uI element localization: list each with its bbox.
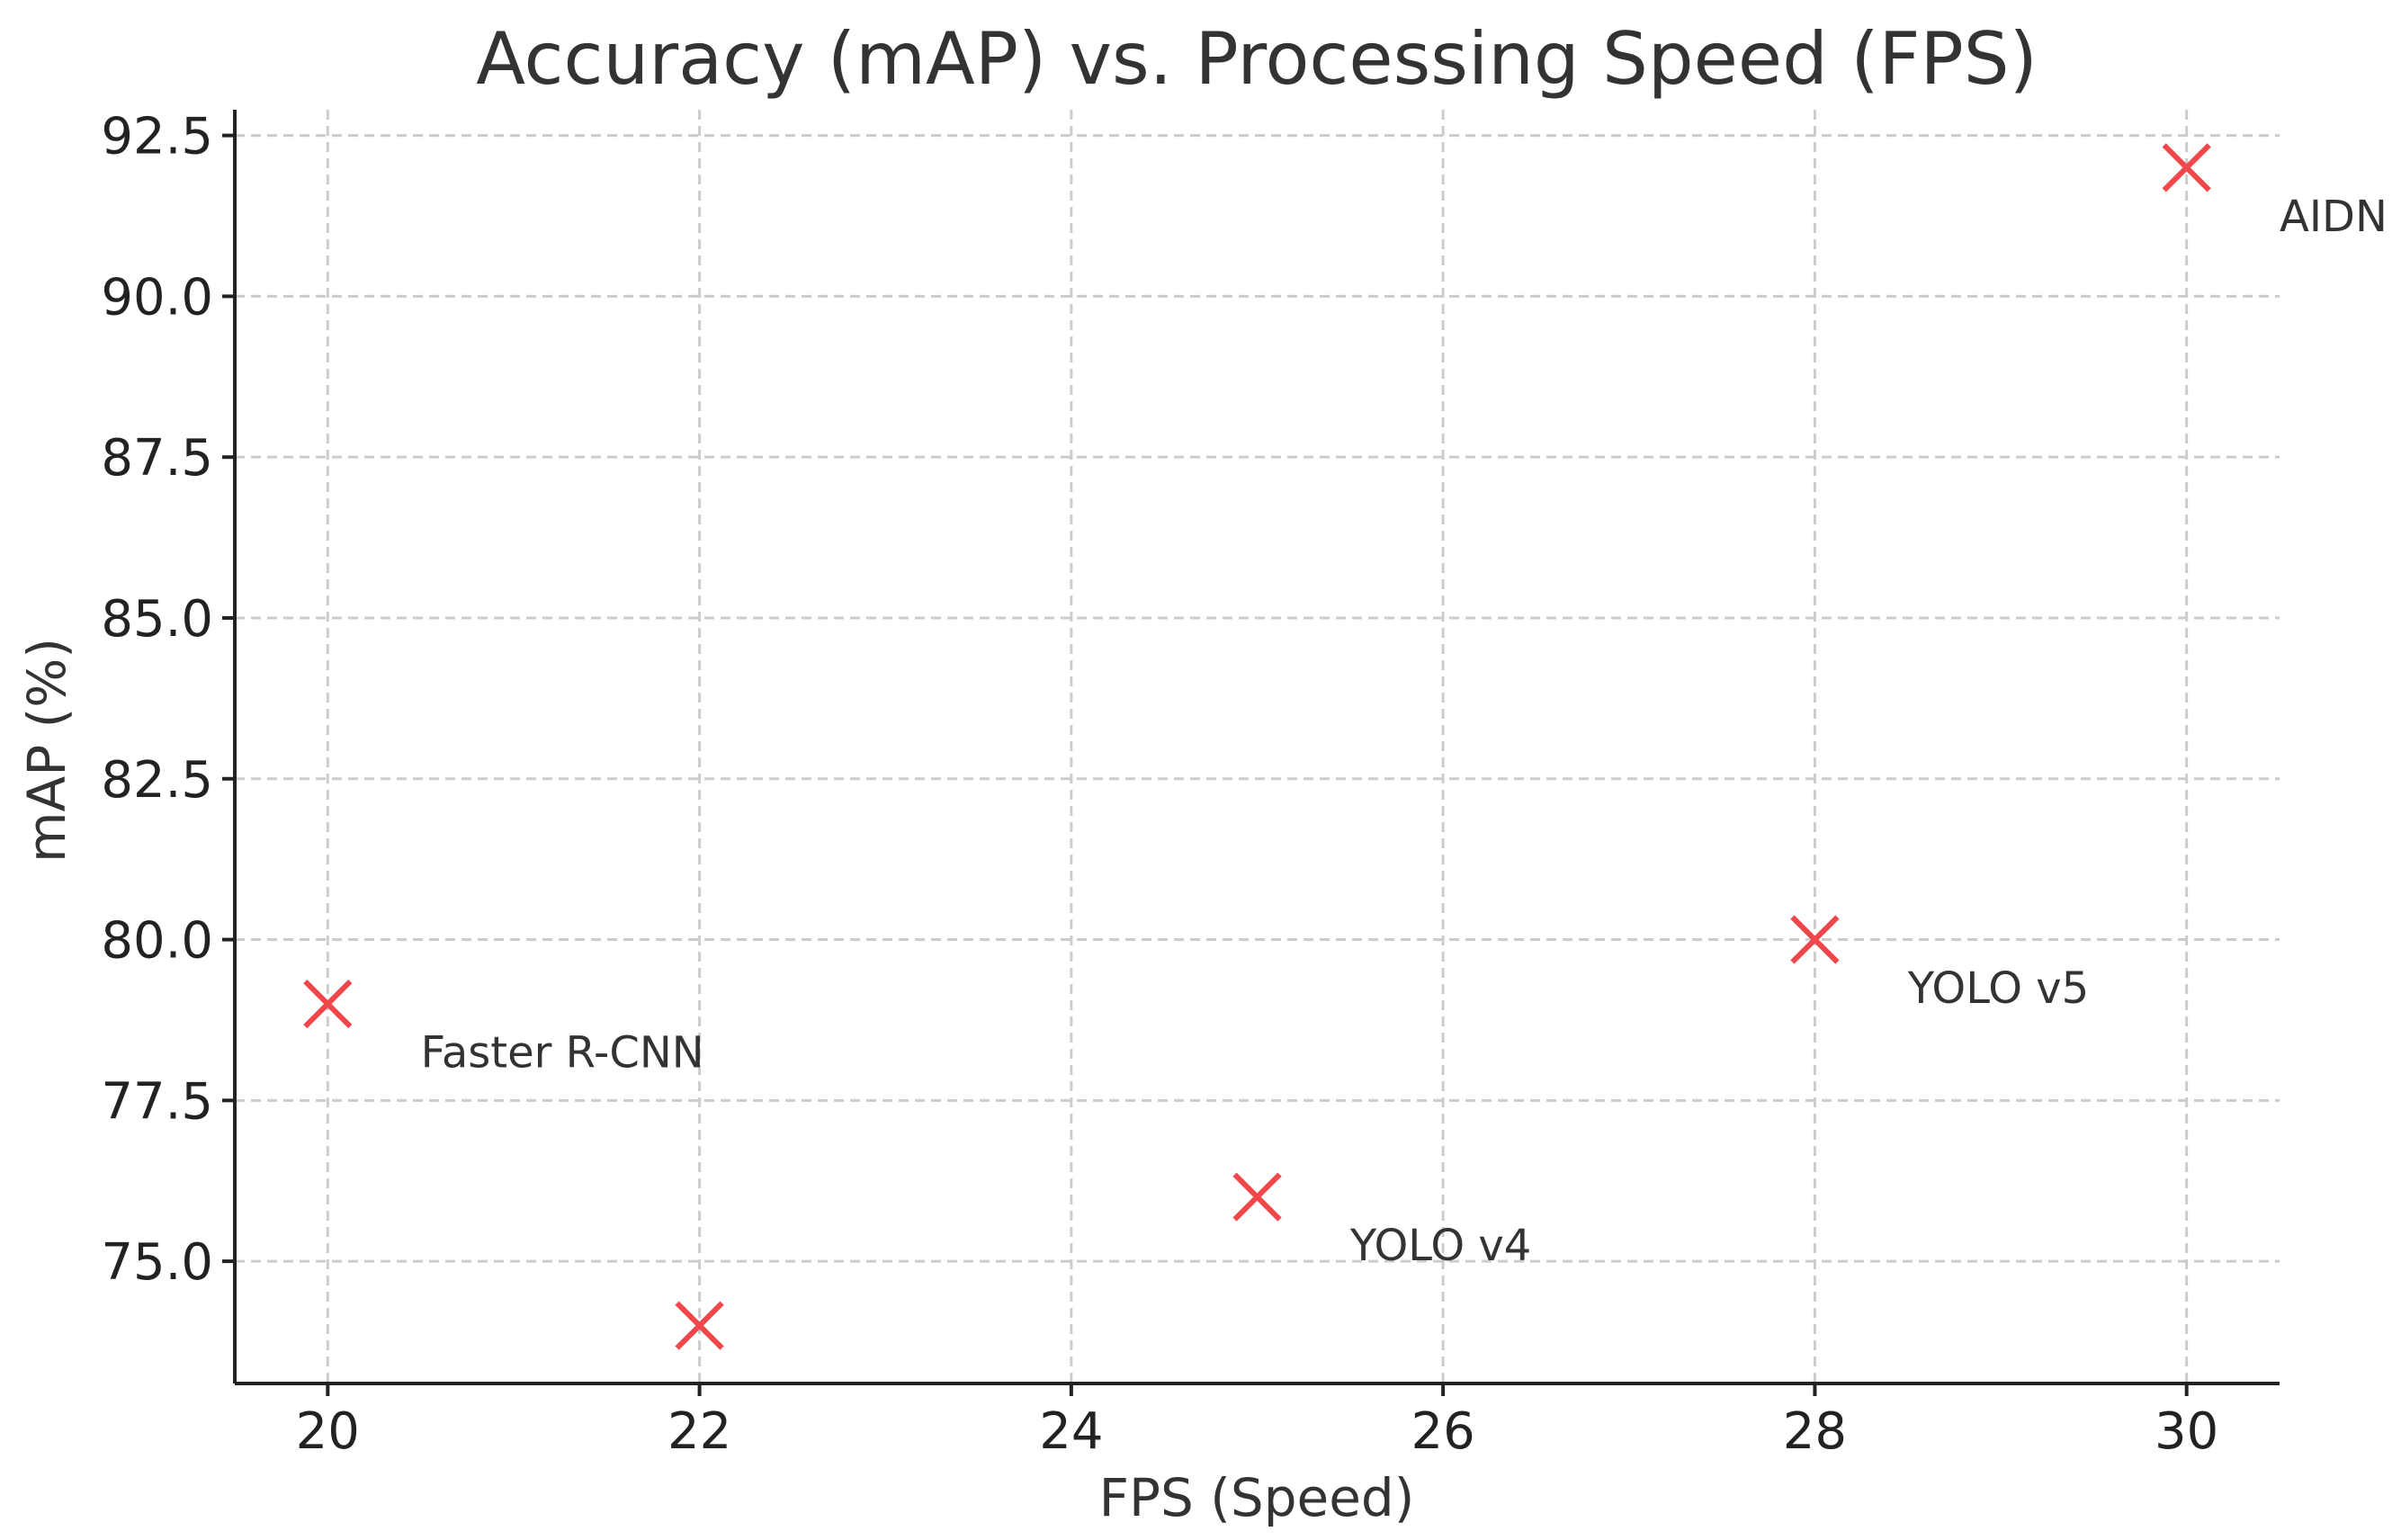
y-tick-label: 80.0 bbox=[101, 912, 213, 971]
chart-title: Accuracy (mAP) vs. Processing Speed (FPS… bbox=[476, 17, 2038, 101]
x-tick-label: 30 bbox=[2155, 1402, 2218, 1461]
y-tick-label: 77.5 bbox=[101, 1072, 213, 1131]
x-axis-ticks: 20 22 24 26 28 30 bbox=[296, 1383, 2218, 1461]
y-tick-label: 92.5 bbox=[101, 108, 213, 166]
point-labels: Faster R-CNN YOLO v4 YOLO v5 AIDN bbox=[421, 192, 2388, 1271]
data-points bbox=[303, 143, 2211, 1350]
y-tick-label: 87.5 bbox=[101, 429, 213, 488]
y-tick-label: 85.0 bbox=[101, 590, 213, 649]
data-point-marker bbox=[303, 979, 353, 1029]
x-axis-label: FPS (Speed) bbox=[1099, 1467, 1415, 1528]
data-point-marker bbox=[1232, 1172, 1282, 1222]
x-tick-label: 26 bbox=[1411, 1402, 1475, 1461]
grid-lines bbox=[235, 110, 2280, 1383]
x-tick-label: 22 bbox=[667, 1402, 731, 1461]
data-point-marker bbox=[675, 1301, 724, 1350]
y-tick-label: 82.5 bbox=[101, 751, 213, 810]
y-axis-ticks: 75.0 77.5 80.0 82.5 85.0 87.5 90.0 92.5 bbox=[101, 108, 235, 1292]
y-tick-label: 90.0 bbox=[101, 268, 213, 327]
point-label: Faster R-CNN bbox=[421, 1028, 704, 1079]
y-axis-label: mAP (%) bbox=[16, 638, 77, 863]
axes-spines bbox=[233, 110, 2280, 1385]
point-label: YOLO v5 bbox=[1907, 963, 2090, 1014]
data-point-marker bbox=[2162, 143, 2211, 192]
point-label: YOLO v4 bbox=[1349, 1221, 1532, 1271]
data-point-marker bbox=[1790, 915, 1840, 964]
y-tick-label: 75.0 bbox=[101, 1233, 213, 1292]
x-tick-label: 28 bbox=[1783, 1402, 1847, 1461]
point-label: AIDN bbox=[2280, 192, 2388, 242]
x-tick-label: 24 bbox=[1039, 1402, 1103, 1461]
x-tick-label: 20 bbox=[296, 1402, 360, 1461]
